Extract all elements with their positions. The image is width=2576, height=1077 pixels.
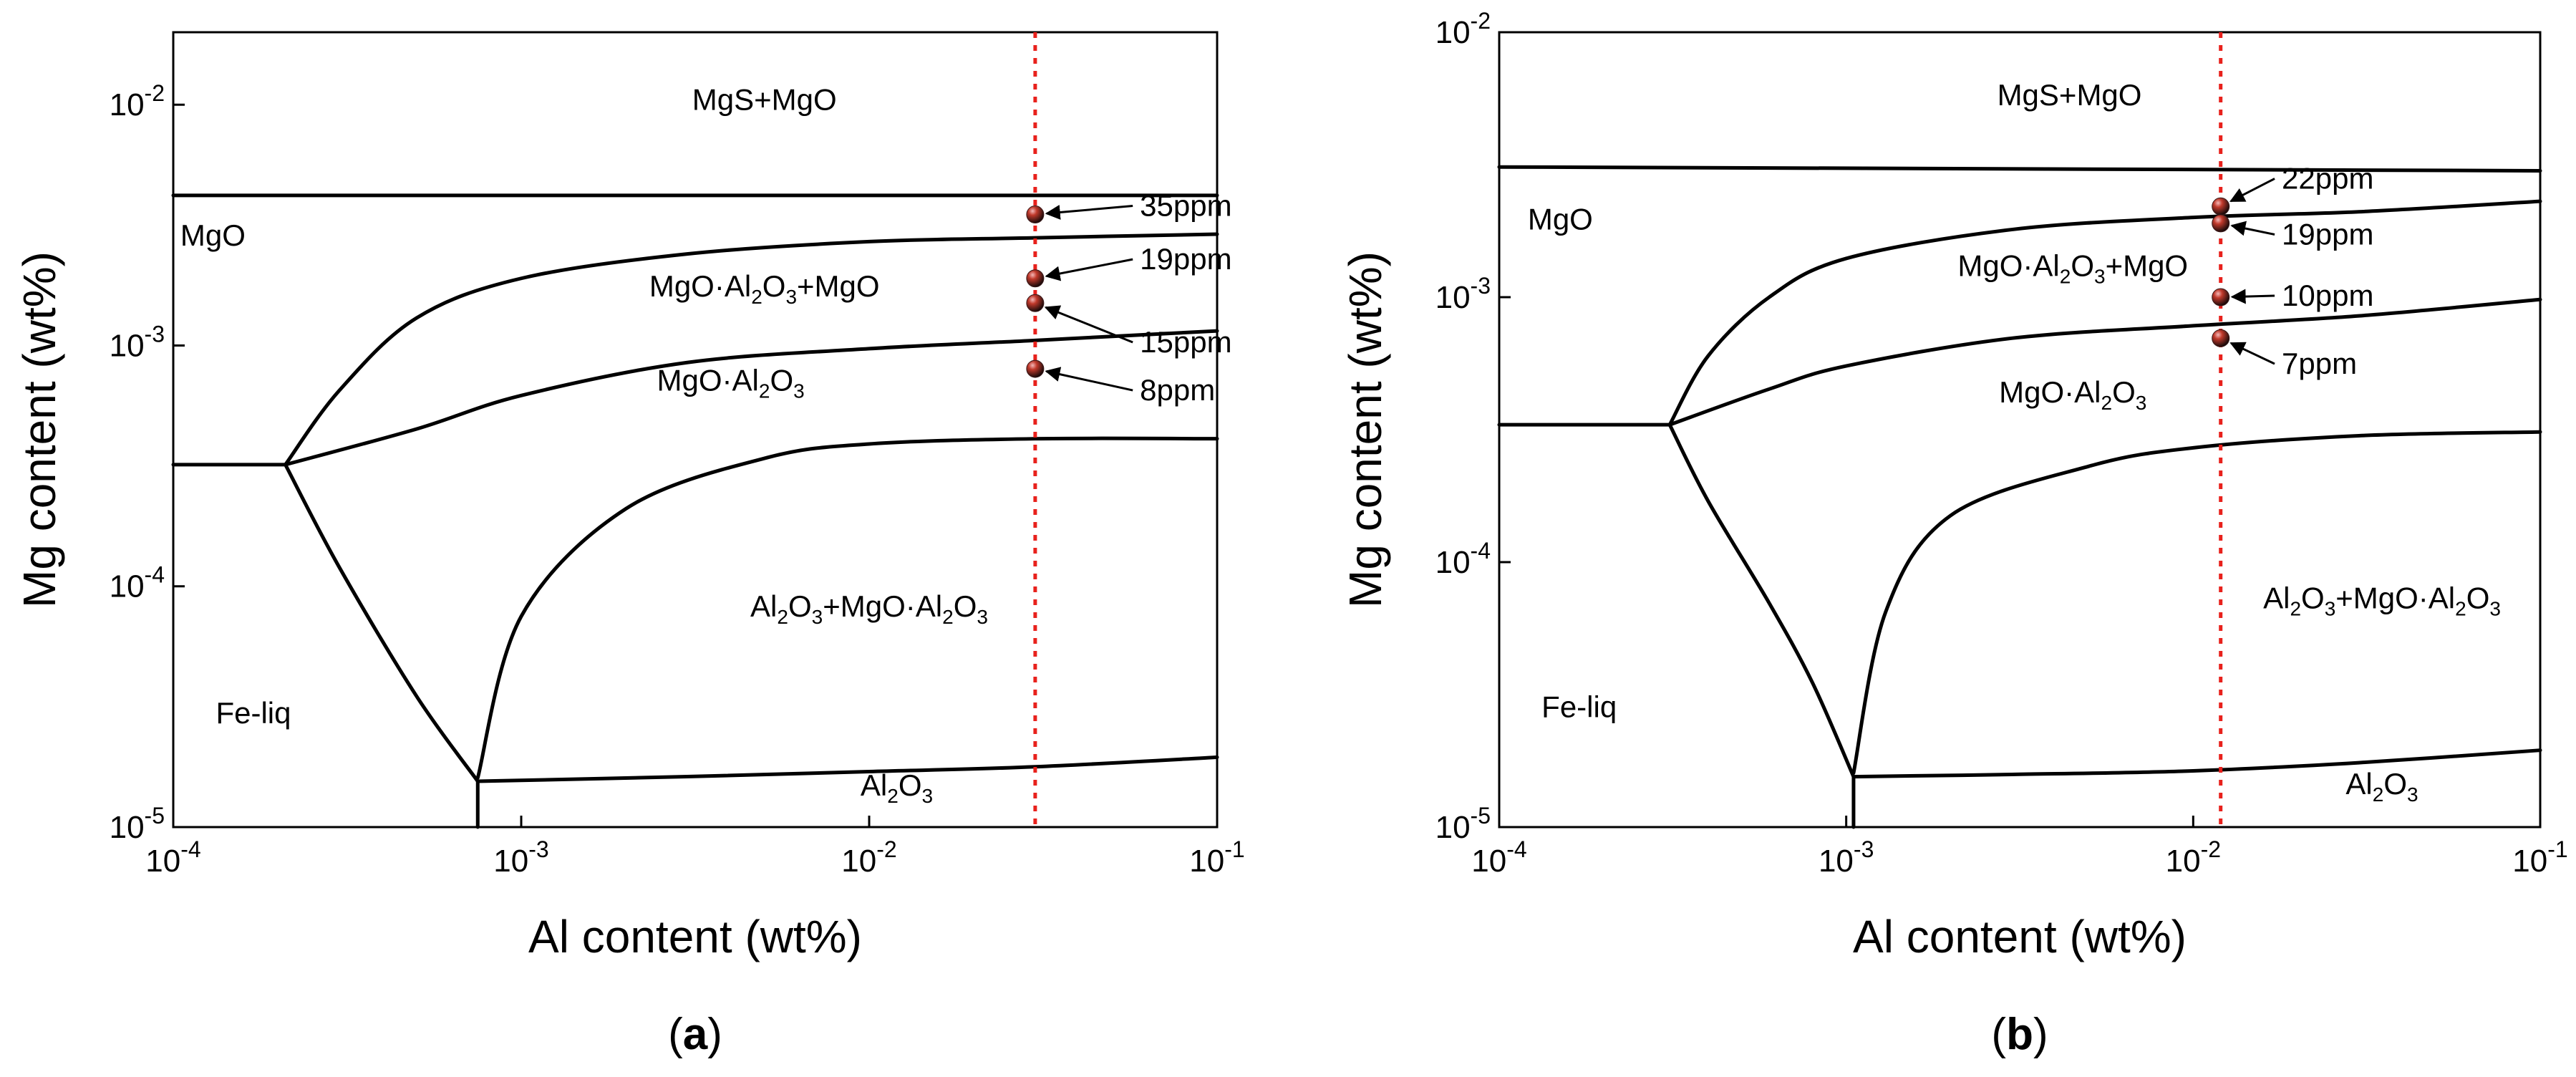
phase-region-label: MgO·Al2O3+MgO xyxy=(1957,249,2188,288)
point-arrow xyxy=(2230,221,2275,236)
x-tick-label: 10-4 xyxy=(145,836,200,879)
phase-boundary xyxy=(1851,430,2542,775)
y-tick-label: 10-5 xyxy=(110,803,165,845)
point-arrow xyxy=(1044,305,1133,344)
x-axis-label: Al content (wt%) xyxy=(528,911,862,962)
phase-region-label: MgO·Al2O3+MgO xyxy=(649,269,880,308)
phase-boundary xyxy=(1667,297,2542,427)
y-tick-label: 10-2 xyxy=(1435,8,1491,50)
point-arrow xyxy=(2229,342,2275,365)
subfigure-caption: (b) xyxy=(1991,1010,2048,1059)
x-tick-label: 10-1 xyxy=(1189,836,1244,879)
y-tick-label: 10-2 xyxy=(110,80,165,122)
data-point xyxy=(1026,206,1045,224)
subfigure-caption: (a) xyxy=(668,1010,722,1059)
y-axis-label: Mg content (wt%) xyxy=(14,251,65,608)
x-tick-label: 10-4 xyxy=(1471,836,1526,879)
point-arrow xyxy=(1045,367,1133,392)
point-arrow xyxy=(1045,205,1133,220)
phase-region-label: Al2O3 xyxy=(861,768,933,807)
phase-boundary xyxy=(284,232,1219,467)
data-point-label: 19ppm xyxy=(2282,217,2373,251)
phase-boundary xyxy=(1667,199,2542,427)
phase-region-label: MgO·Al2O3 xyxy=(657,363,805,402)
phase-boundary xyxy=(1851,748,2542,779)
phase-boundary xyxy=(475,755,1219,783)
phase-boundary xyxy=(1667,422,1856,779)
point-arrow xyxy=(1045,258,1133,281)
phase-boundary xyxy=(284,329,1219,467)
data-point-label: 22ppm xyxy=(2282,161,2373,195)
phase-region-label: MgS+MgO xyxy=(1998,78,2142,112)
phase-region-label: MgO xyxy=(180,218,246,252)
x-axis-label: Al content (wt%) xyxy=(1853,911,2187,962)
data-point xyxy=(2212,288,2230,306)
y-axis-label: Mg content (wt%) xyxy=(1340,251,1391,608)
x-tick-label: 10-3 xyxy=(1819,836,1874,879)
chart-b: 10-4 10-3 10-2 10-110-510-410-310-2Al conte… xyxy=(1340,8,2568,1059)
data-point-label: 8ppm xyxy=(1140,373,1215,407)
x-tick-label: 10-2 xyxy=(2166,836,2221,879)
phase-region-label: Al2O3 xyxy=(2345,767,2418,806)
y-tick-label: 10-5 xyxy=(1435,803,1491,845)
phase-region-label: MgS+MgO xyxy=(692,83,837,117)
phase-boundary xyxy=(475,436,1219,780)
x-tick-label: 10-2 xyxy=(841,836,896,879)
y-tick-label: 10-4 xyxy=(1435,538,1491,580)
phase-region-label: MgO·Al2O3 xyxy=(1999,375,2146,414)
phase-region-label: Al2O3+MgO·Al2O3 xyxy=(2263,581,2501,619)
plot-frame xyxy=(172,31,1219,829)
data-point xyxy=(1026,359,1045,378)
chart-a: 10-4 10-3 10-2 10-110-510-410-310-2Al conte… xyxy=(14,31,1245,1059)
data-point-label: 15ppm xyxy=(1140,325,1231,359)
y-tick-label: 10-4 xyxy=(110,562,165,604)
point-arrow xyxy=(2230,289,2275,304)
data-point xyxy=(1026,269,1045,288)
data-point-label: 7ppm xyxy=(2282,347,2357,380)
data-point xyxy=(2212,197,2230,216)
data-point-label: 35ppm xyxy=(1140,189,1231,223)
plot-frame xyxy=(1498,31,2542,829)
data-point-label: 19ppm xyxy=(1140,242,1231,276)
phase-region-label: Fe-liq xyxy=(216,696,291,730)
data-point xyxy=(2212,214,2230,233)
y-tick-label: 10-3 xyxy=(110,321,165,363)
y-tick-label: 10-3 xyxy=(1435,273,1491,315)
point-arrow xyxy=(2229,178,2275,203)
phase-region-label: Fe-liq xyxy=(1541,690,1617,723)
phase-region-label: MgO xyxy=(1528,203,1593,236)
phase-boundary xyxy=(1497,165,2542,173)
phase-boundary xyxy=(284,463,480,783)
data-point xyxy=(1026,294,1045,312)
x-tick-label: 10-1 xyxy=(2512,836,2567,879)
x-tick-label: 10-3 xyxy=(493,836,548,879)
data-point-label: 10ppm xyxy=(2282,279,2373,312)
phase-region-label: Al2O3+MgO·Al2O3 xyxy=(750,589,988,628)
data-point xyxy=(2212,329,2230,347)
